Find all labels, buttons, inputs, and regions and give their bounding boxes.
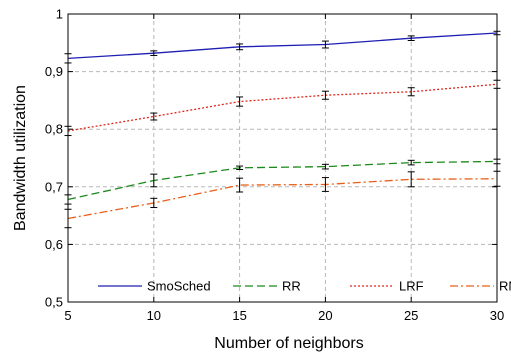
series-lines: [64, 30, 501, 229]
y-tick-label: 1: [56, 7, 63, 22]
y-tick-label: 0,5: [45, 295, 63, 310]
error-bar-rnd: [236, 177, 244, 193]
x-tick-label: 25: [404, 308, 418, 323]
error-bar-rr: [407, 159, 415, 166]
error-bar-rnd: [407, 171, 415, 188]
error-bar-smosched: [407, 35, 415, 41]
legend-item-smosched: SmoSched: [98, 279, 211, 294]
legend: SmoSched RR LRF RND: [98, 279, 511, 294]
x-tick-label: 10: [147, 308, 161, 323]
error-bar-lrf: [150, 112, 158, 121]
error-bar-rnd: [321, 177, 329, 192]
plot-border: [67, 13, 498, 303]
error-bar-lrf: [493, 79, 501, 89]
legend-label-lrf: LRF: [399, 279, 424, 294]
error-bar-smosched: [150, 50, 158, 56]
error-bar-lrf: [407, 87, 415, 97]
series-line-smosched: [67, 32, 498, 60]
legend-label-rr: RR: [282, 279, 301, 294]
series-rnd: [64, 170, 501, 229]
error-bar-rnd: [493, 170, 501, 187]
error-bar-rr: [321, 163, 329, 170]
error-bar-smosched: [64, 53, 72, 64]
x-tick-label: 20: [318, 308, 332, 323]
y-tick-label: 0,8: [45, 122, 63, 137]
error-bar-rr: [236, 165, 244, 171]
legend-item-rr: RR: [233, 279, 301, 294]
plot-frame: [67, 13, 498, 303]
legend-item-rnd: RND: [450, 279, 511, 294]
series-line-lrf: [67, 83, 498, 132]
error-bar-smosched: [236, 43, 244, 51]
series-rr: [64, 158, 501, 205]
x-tick-label: 15: [232, 308, 246, 323]
error-bar-lrf: [64, 125, 72, 137]
x-tick-label: 5: [64, 308, 71, 323]
legend-label-rnd: RND: [499, 279, 511, 294]
legend-label-smosched: SmoSched: [147, 279, 211, 294]
axis-ticks: 0,50,60,70,80,915 10 15 20 25 30: [45, 7, 504, 324]
error-bar-smosched: [493, 30, 501, 36]
error-bar-rr: [493, 158, 501, 165]
series-smosched: [64, 30, 501, 64]
legend-item-lrf: LRF: [350, 279, 424, 294]
y-tick-label: 0,9: [45, 64, 63, 79]
series-line-rr: [67, 160, 498, 201]
error-bar-lrf: [236, 96, 244, 107]
x-tick-label: 30: [490, 308, 504, 323]
grid-lines: [68, 14, 497, 302]
error-bar-rr: [64, 194, 72, 205]
error-bar-lrf: [321, 90, 329, 100]
series-lrf: [64, 79, 501, 137]
y-axis-title: Bandwidth utilization: [12, 85, 29, 231]
error-bar-smosched: [321, 40, 329, 49]
error-bar-rnd: [64, 208, 72, 229]
y-tick-label: 0,6: [45, 237, 63, 252]
x-axis-title: Number of neighbors: [214, 335, 363, 352]
y-tick-label: 0,7: [45, 179, 63, 194]
error-bar-rr: [150, 173, 158, 188]
error-bar-rnd: [150, 197, 158, 209]
